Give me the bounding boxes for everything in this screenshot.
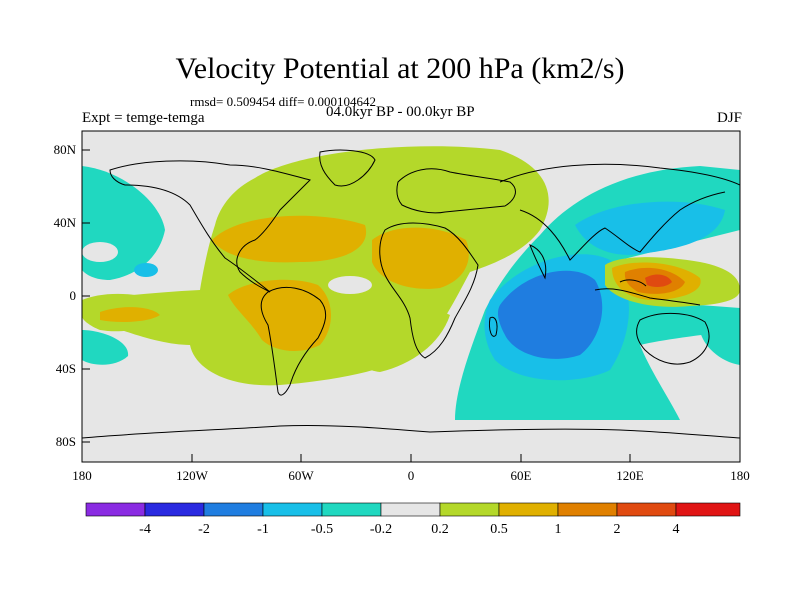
x-label-180e: 180 — [730, 468, 750, 483]
contour-negative-northpacific — [575, 201, 725, 255]
experiment-label: Expt = temge-temga — [82, 110, 205, 126]
coastlines — [82, 149, 740, 439]
coast-australia — [636, 312, 710, 365]
contour-negative-southeast — [700, 317, 740, 365]
coast-asia — [499, 163, 740, 261]
contour-positive-eastpacific-inner — [100, 307, 160, 323]
colorbar: -4 -2 -1 -0.5 -0.2 0.2 0.5 1 2 4 — [85, 502, 741, 537]
colorbar-label-7: 1 — [555, 522, 562, 537]
colorbar-label-5: 0.2 — [431, 522, 449, 537]
coast-indonesia — [594, 279, 701, 306]
colorbar-box-3 — [262, 502, 323, 517]
colorbar-label-1: -2 — [198, 522, 210, 537]
contour-negative-southwest — [82, 330, 129, 365]
y-label-80s: 80S — [56, 434, 76, 449]
colorbar-box-1 — [144, 502, 205, 517]
season-label: DJF — [716, 110, 742, 126]
contour-field — [82, 131, 740, 462]
coast-antarctica — [82, 424, 740, 439]
y-label-40s: 40S — [56, 361, 76, 376]
neutral-patch-westedge — [82, 242, 118, 262]
y-label-40n: 40N — [54, 215, 77, 230]
x-label-120w: 120W — [176, 468, 209, 483]
coast-india — [529, 244, 547, 280]
colorbar-label-6: 0.5 — [490, 522, 508, 537]
x-label-0: 0 — [408, 468, 415, 483]
x-label-60w: 60W — [288, 468, 314, 483]
contour-negative-westedge-inner — [134, 263, 158, 277]
neutral-patch-eq-atlantic — [328, 276, 372, 294]
contour-positive-southamerica — [228, 279, 332, 352]
colorbar-box-5 — [380, 502, 441, 517]
x-label-180w: 180 — [72, 468, 92, 483]
colorbar-box-9 — [616, 502, 677, 517]
y-label-0: 0 — [70, 288, 77, 303]
coast-south-america — [260, 286, 327, 396]
contour-positive-warmpool-4 — [645, 274, 672, 287]
x-label-60e: 60E — [511, 468, 532, 483]
coast-europe — [396, 168, 516, 214]
time-period-label: 04.0kyr BP - 00.0kyr BP — [326, 104, 475, 120]
colorbar-box-6 — [439, 502, 500, 517]
colorbar-box-0 — [85, 502, 146, 517]
coast-madagascar — [489, 316, 498, 337]
contour-positive-africa — [372, 227, 469, 289]
coast-africa — [379, 222, 479, 359]
contour-negative-indian-3 — [497, 270, 603, 359]
colorbar-label-4: -0.2 — [370, 522, 392, 537]
coast-north-america — [109, 160, 311, 293]
colorbar-label-3: -0.5 — [311, 522, 333, 537]
colorbar-box-4 — [321, 502, 382, 517]
colorbar-label-9: 4 — [673, 522, 680, 537]
colorbar-label-0: -4 — [139, 522, 151, 537]
x-label-120e: 120E — [616, 468, 644, 483]
colorbar-box-8 — [557, 502, 618, 517]
colorbar-box-2 — [203, 502, 264, 517]
neutral-patch-indian — [466, 274, 490, 310]
colorbar-label-8: 2 — [614, 522, 621, 537]
y-axis: 80N 40N 0 40S 80S — [54, 142, 90, 449]
contour-positive-midatlantic — [212, 215, 367, 263]
colorbar-box-10 — [675, 502, 741, 517]
colorbar-box-7 — [498, 502, 559, 517]
colorbar-label-2: -1 — [257, 522, 269, 537]
coast-greenland — [319, 149, 376, 187]
x-axis: 180 120W 60W 0 60E 120E 180 — [72, 454, 750, 483]
rmsd-diff-stats: rmsd= 0.509454 diff= 0.000104642 — [190, 94, 376, 109]
y-label-80n: 80N — [54, 142, 77, 157]
map-title: Velocity Potential at 200 hPa (km2/s) — [175, 52, 625, 85]
